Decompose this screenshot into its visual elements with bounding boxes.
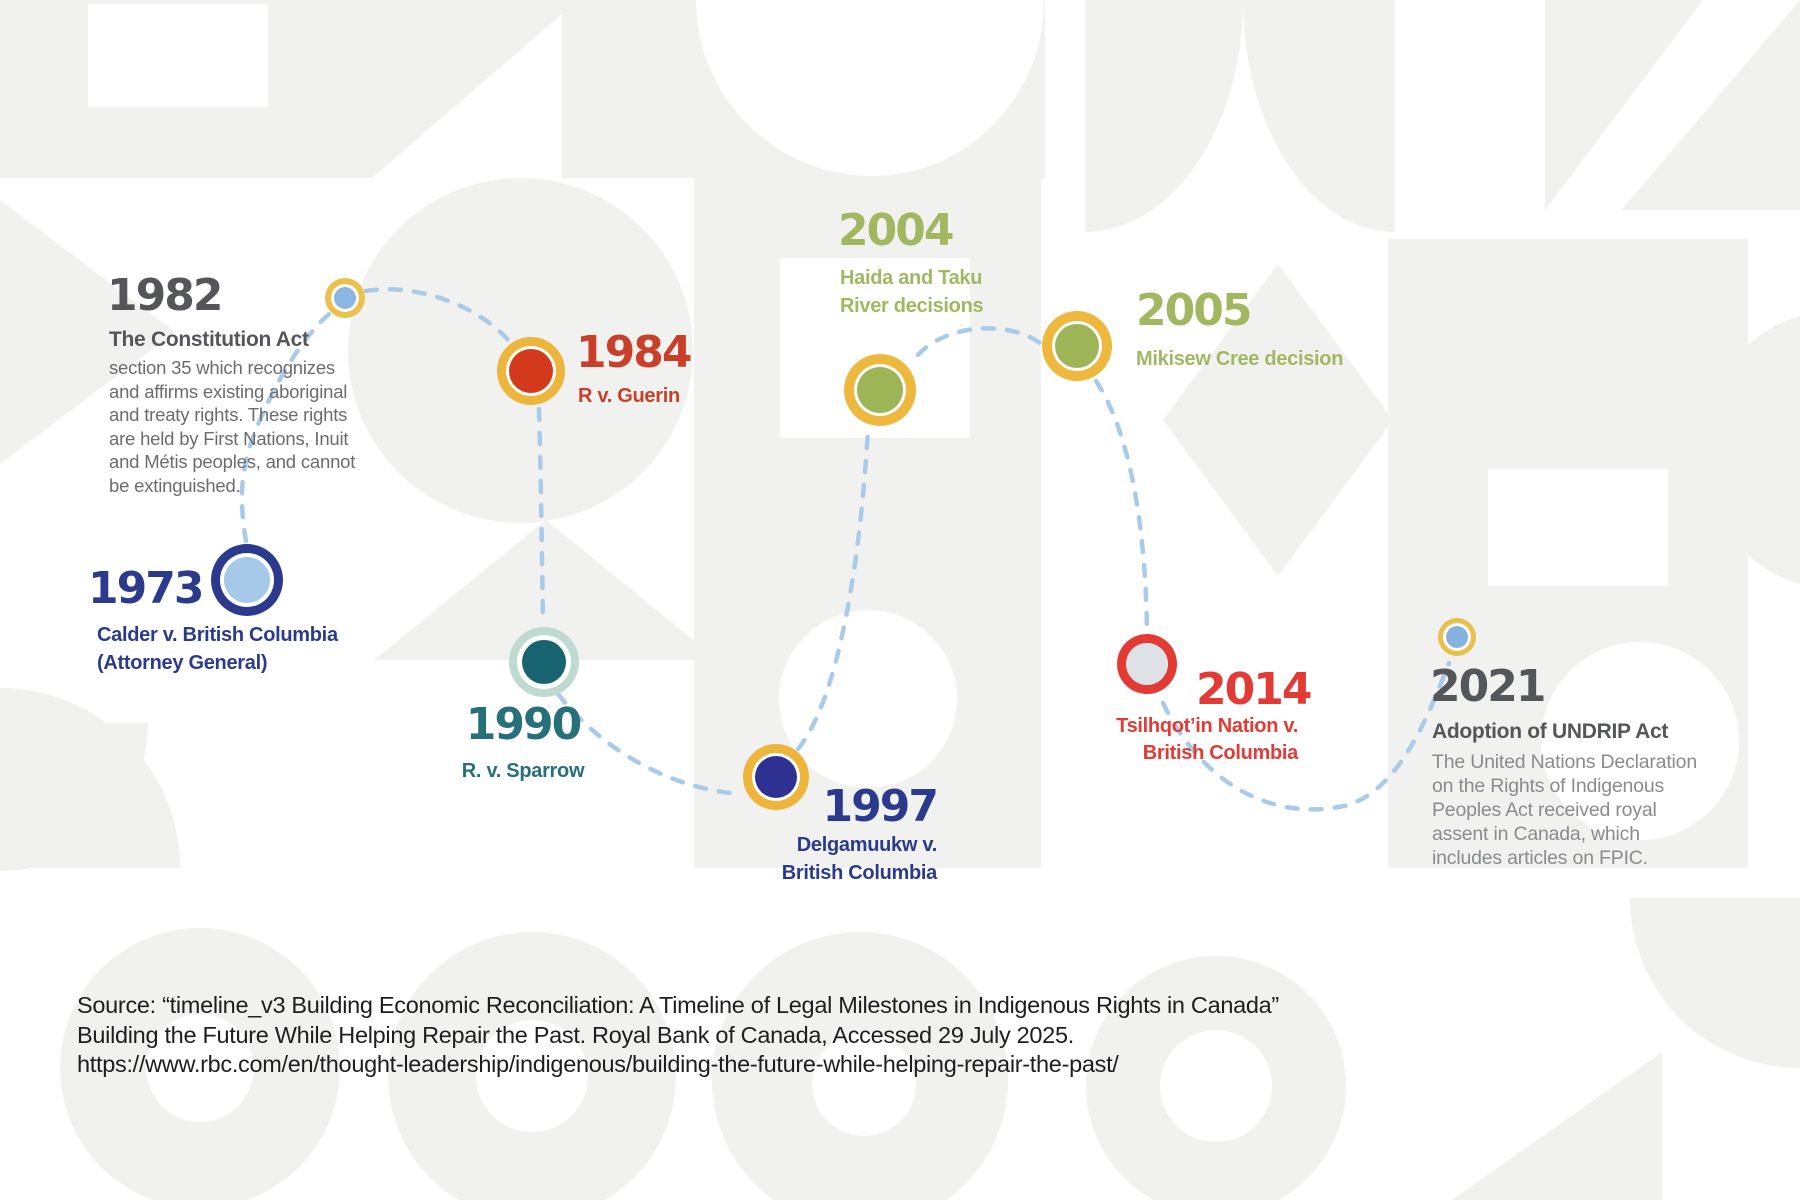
source-line-2: Building the Future While Helping Repair… <box>77 1021 1074 1048</box>
year-label-2005: 2005 <box>1136 285 1252 336</box>
year-label-2004: 2004 <box>838 205 954 256</box>
node-fill-dot <box>224 557 270 603</box>
event-title-2014: Tsilhqot’in Nation v. British Columbia <box>1116 715 1298 764</box>
year-label-1990: 1990 <box>465 699 582 750</box>
node-fill-dot <box>509 349 553 393</box>
node-fill-dot <box>755 756 797 798</box>
event-title-2005: Mikisew Cree decision <box>1136 348 1344 370</box>
timeline-node-1990 <box>509 627 579 697</box>
source-citation: Source: “timeline_v3 Building Economic R… <box>77 991 1279 1080</box>
bg-white-circle-mid <box>779 610 957 788</box>
timeline-node-1973 <box>211 544 283 616</box>
node-fill-dot <box>1055 324 1099 368</box>
year-label-1973: 1973 <box>88 563 204 614</box>
bg-white-square-hole <box>1488 469 1668 586</box>
bg-white-circle-2021 <box>1541 642 1739 840</box>
node-fill-dot <box>1446 626 1468 648</box>
timeline-node-1984 <box>497 337 565 405</box>
event-title-1997: Delgamuukw v. British Columbia <box>781 834 938 884</box>
timeline-node-1997 <box>743 744 809 810</box>
year-label-1984: 1984 <box>576 327 692 378</box>
node-fill-dot <box>1126 643 1168 685</box>
node-fill-dot <box>334 287 356 309</box>
timeline-node-2005 <box>1042 311 1112 381</box>
event-title-1984: R v. Guerin <box>578 385 680 407</box>
bg-donut-1-hole <box>146 1014 254 1122</box>
event-title-1982: The Constitution Act <box>109 328 309 351</box>
event-description-1982: section 35 which recognizes and affirms … <box>109 357 356 496</box>
event-title-1973: Calder v. British Columbia (Attorney Gen… <box>97 624 338 674</box>
year-label-1982: 1982 <box>107 270 223 321</box>
event-title-2004: Haida and Taku River decisions <box>840 267 984 317</box>
bg-donut-2-hole <box>476 1020 588 1132</box>
source-line-3: https://www.rbc.com/en/thought-leadershi… <box>77 1051 1119 1077</box>
event-description-2021: The United Nations Declaration on the Ri… <box>1432 751 1697 869</box>
timeline-node-2021 <box>1438 618 1476 656</box>
year-label-1997: 1997 <box>822 781 939 832</box>
bg-donut-4-hole <box>1160 1030 1272 1142</box>
bg-white-rect <box>88 4 268 107</box>
year-label-2014: 2014 <box>1196 664 1312 715</box>
backdrop-2014-text <box>1128 695 1320 780</box>
timeline-node-2014 <box>1117 634 1177 694</box>
bg-donut-3-hole <box>812 1032 916 1136</box>
node-fill-dot <box>857 367 903 413</box>
source-line-1: Source: “timeline_v3 Building Economic R… <box>77 992 1279 1018</box>
year-label-2021: 2021 <box>1430 661 1546 712</box>
timeline-node-1982 <box>325 278 365 318</box>
event-title-2021: Adoption of UNDRIP Act <box>1432 720 1669 743</box>
timeline-node-2004 <box>844 354 916 426</box>
event-title-1990: R. v. Sparrow <box>461 760 585 782</box>
node-fill-dot <box>522 640 566 684</box>
